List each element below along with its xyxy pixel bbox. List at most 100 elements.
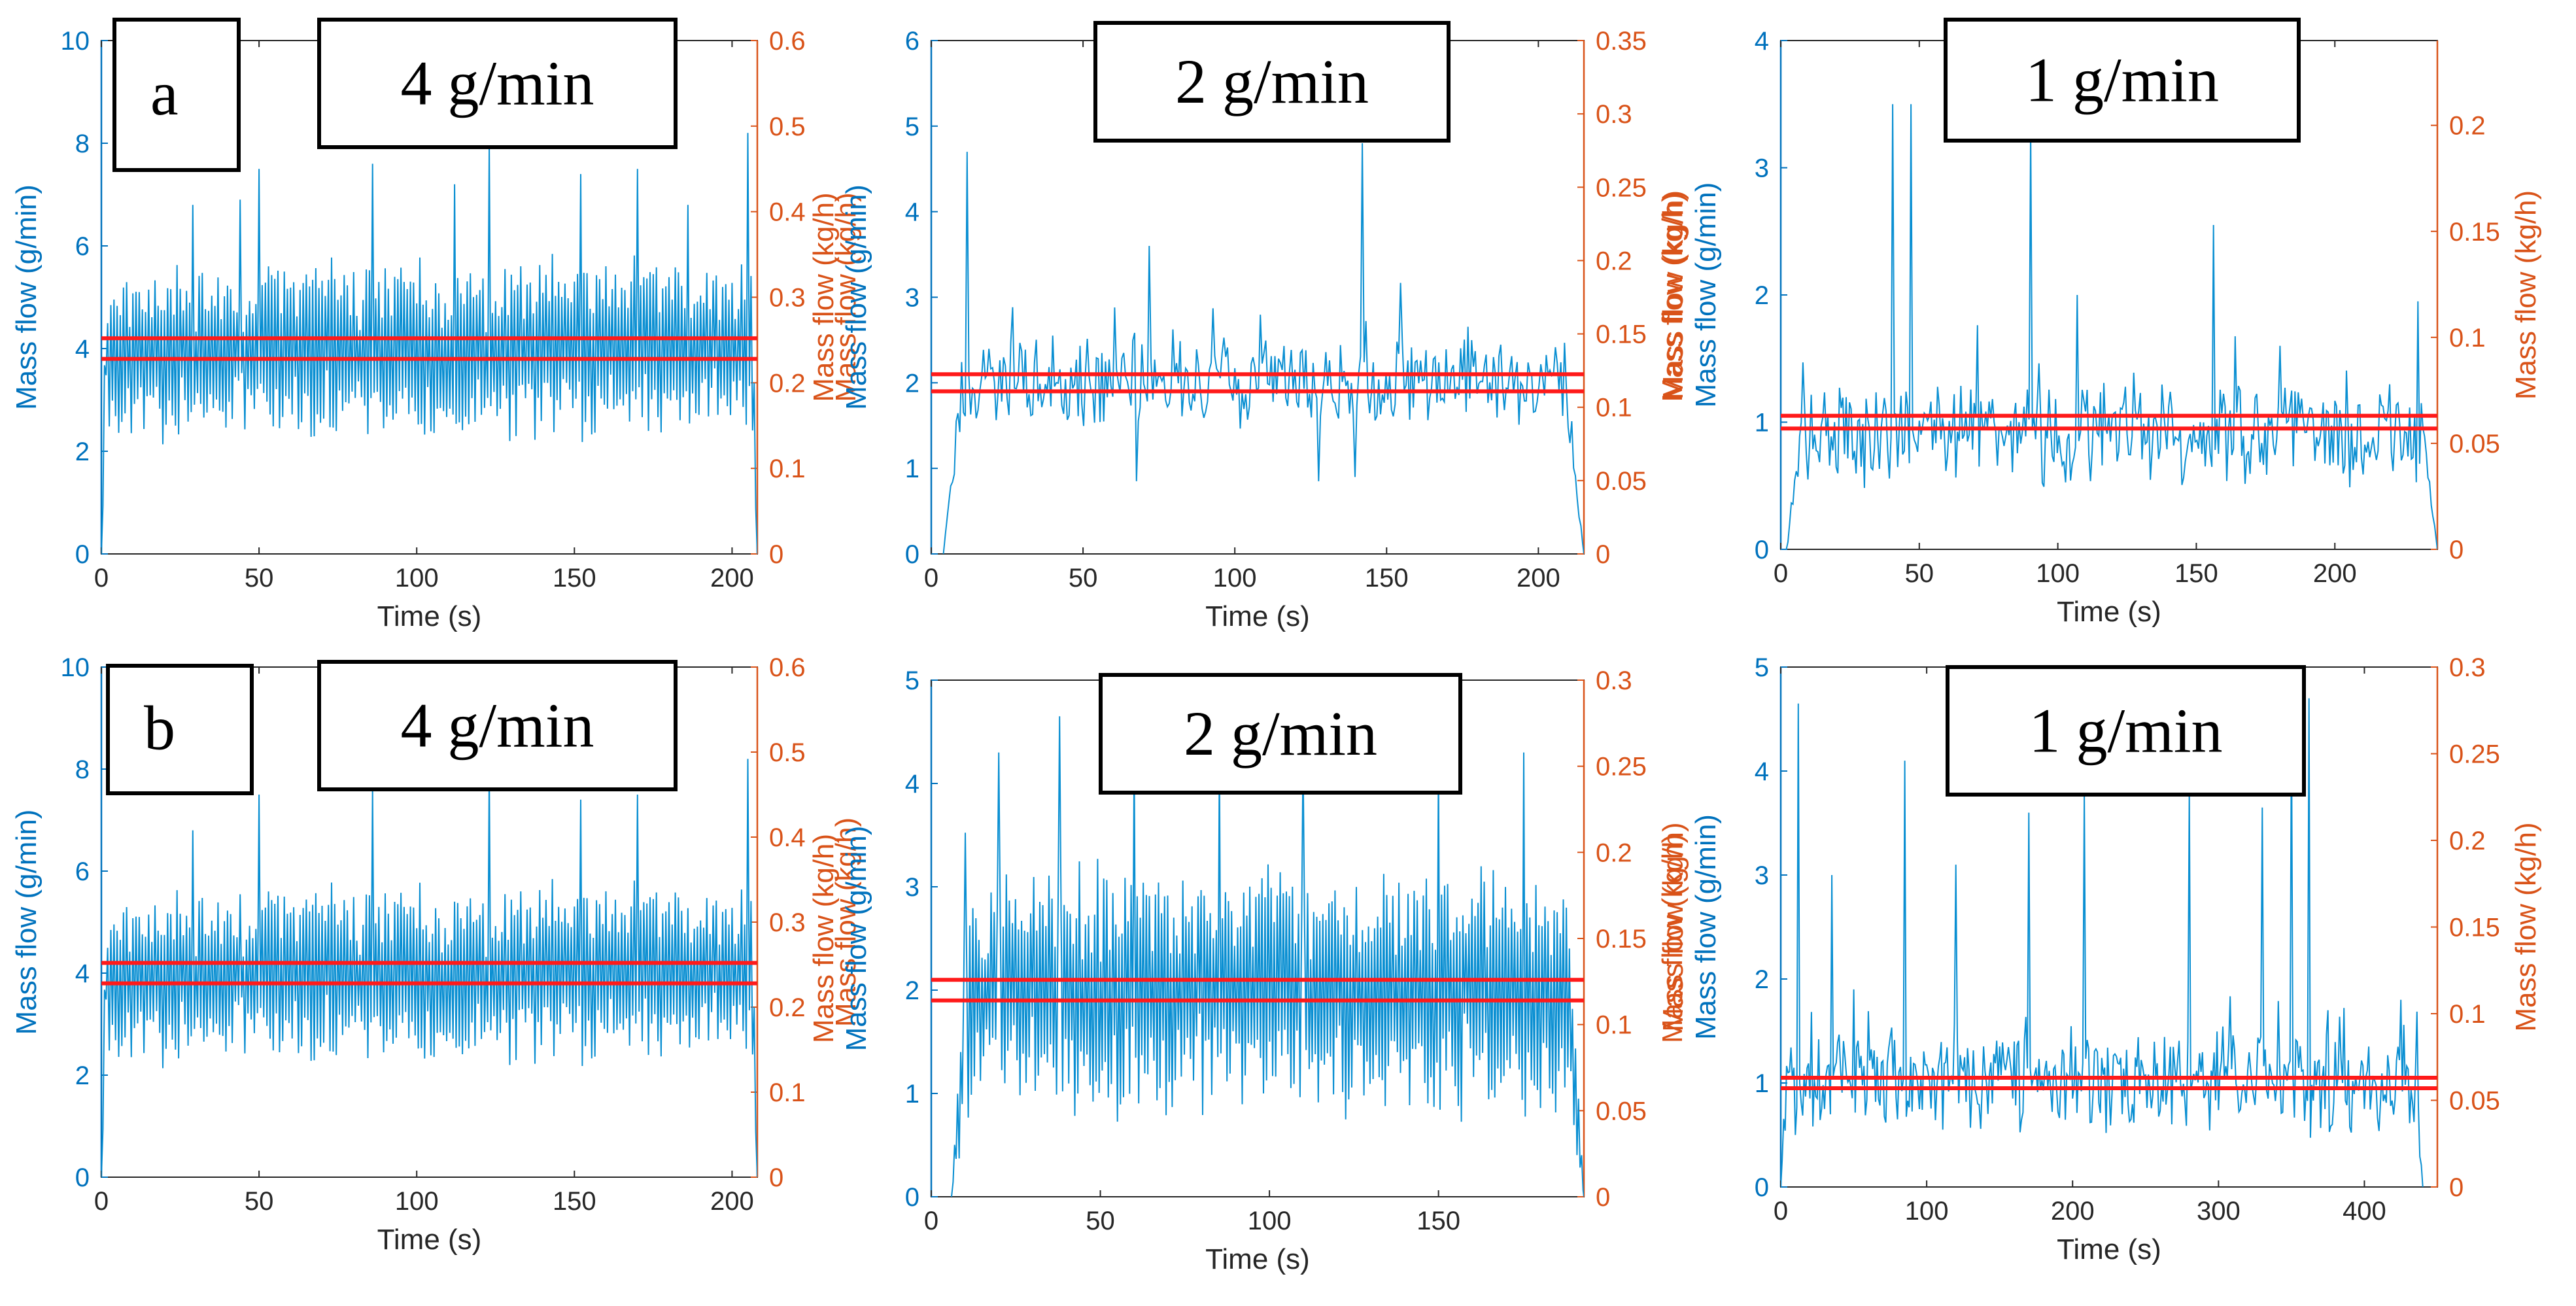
y-left-tick-label: 6 [75,857,90,886]
y-right-axis-label: Mass flow (kg/h) [830,817,862,1027]
mass-flow-series-line [101,759,757,1177]
y-right-axis-label: Mass flow (kg/h) [830,192,862,402]
x-tick-label: 200 [2313,559,2357,588]
y-right-tick-label: 0 [2449,1173,2464,1202]
y-right-tick-label: 0.2 [2449,112,2486,141]
x-tick-label: 150 [1365,564,1409,593]
y-right-tick-label: 0 [1596,1183,1610,1212]
y-right-tick-label: 0 [1596,540,1610,569]
y-left-axis-label: Mass flow (g/min) [840,826,872,1052]
y-right-tick-label: 0.4 [769,198,806,227]
y-left-secondary-label: Mass flow (kg/h) [808,834,840,1043]
y-right-tick-label: 0.6 [769,653,806,682]
y-right-tick-label: 0.4 [769,823,806,852]
chart-panel-6: 0 100 200 300 400 0 1 2 3 4 5 0 0.05 0.1 0.15 0.2 0.25 0.… [1657,653,2542,1265]
chart-panel-2: 0 50 100 150 200 0 1 2 3 4 5 6 0 0.05 0.1 0.15 0.2 0.25 0.… [808,21,1689,632]
y-left-tick-label: 3 [905,873,919,902]
chart-panel-4: 0 50 100 150 200024681000.10.20.30.40.50.6Ti… [10,653,862,1256]
y-right-tick-label: 0.3 [769,908,806,937]
y-left-tick-label: 1 [905,1080,919,1108]
y-left-tick-label: 2 [1755,281,1769,310]
x-tick-label: 150 [2174,559,2218,588]
x-tick-label: 0 [1774,559,1788,588]
y-left-secondary-label: Mass flow (kg/h) [808,192,840,402]
setpoint-label: 4 g/min [400,691,594,761]
y-right-tick-label: 0 [769,1163,783,1192]
x-tick-label: 100 [1213,564,1257,593]
x-tick-label: 300 [2197,1197,2241,1226]
x-tick-label: 50 [245,564,274,593]
panel-label: a [150,58,179,128]
y-right-tick-label: 0.25 [1596,173,1647,202]
mass-flow-series-line [951,716,1584,1197]
x-tick-label: 200 [1517,564,1560,593]
y-right-tick-label: 0.1 [2449,324,2486,352]
y-left-tick-label: 3 [1755,861,1769,890]
x-tick-label: 200 [2051,1197,2095,1226]
x-tick-label: 100 [2036,559,2080,588]
x-tick-label: 200 [710,564,754,593]
y-right-tick-label: 0.35 [1596,27,1647,56]
x-axis-label: Time (s) [377,1224,482,1256]
y-left-tick-label: 4 [75,959,90,988]
y-left-axis-label: Mass flow (g/min) [10,184,43,410]
setpoint-label: 2 g/min [1184,698,1377,768]
x-tick-label: 400 [2343,1197,2386,1226]
y-left-tick-label: 4 [75,335,90,364]
y-left-secondary-label: Mass flow (kg/h) [1657,190,1689,400]
y-left-tick-label: 4 [905,770,919,799]
y-left-tick-label: 1 [905,455,919,483]
y-right-tick-label: 0.2 [1596,247,1632,275]
y-right-axis-label: Mass flow (kg/h) [1657,192,1689,402]
chart-panel-5: 0 50 100 15001234500.050.10.150.20.250.3Tim… [808,666,1689,1275]
y-right-tick-label: 0.5 [769,738,806,767]
y-left-tick-label: 5 [905,666,919,695]
y-left-tick-label: 2 [75,438,90,466]
y-left-tick-label: 4 [905,198,919,227]
y-right-axis-label: Mass flow (kg/h) [2510,190,2542,400]
y-right-tick-label: 0 [769,540,783,569]
chart-panel-3: 0 50 100 150 200 0 1 2 3 4 0 0.05 0.1 0.15 0.2 Time (s)… [1657,18,2542,628]
x-axis-label: Time (s) [2057,596,2161,628]
y-right-tick-label: 0.05 [1596,1097,1647,1126]
y-left-tick-label: 4 [1755,27,1769,56]
y-right-tick-label: 0.15 [1596,925,1647,954]
y-right-tick-label: 0.1 [1596,394,1632,422]
x-tick-label: 0 [94,1187,109,1216]
x-tick-label: 100 [1905,1197,1949,1226]
x-axis-label: Time (s) [1205,1243,1310,1275]
setpoint-box [1946,665,2306,797]
y-left-tick-label: 6 [905,27,919,56]
mass-flow-series-line [101,133,757,554]
y-right-tick-label: 0.3 [1596,100,1632,129]
y-right-tick-label: 0.2 [2449,827,2486,855]
x-tick-label: 0 [94,564,109,593]
y-left-tick-label: 2 [905,976,919,1005]
y-right-tick-label: 0.5 [769,112,806,141]
panel-label-box [112,18,241,172]
y-left-tick-label: 0 [1755,536,1769,564]
y-right-tick-label: 0.05 [2449,430,2500,458]
x-tick-label: 100 [395,564,439,593]
y-left-axis-label: Mass flow (g/min) [1690,182,1722,408]
x-axis-label: Time (s) [2057,1233,2161,1265]
y-right-tick-label: 0.3 [1596,666,1632,695]
y-right-tick-label: 0.15 [2449,218,2500,247]
x-tick-label: 50 [1069,564,1098,593]
x-tick-label: 0 [924,1207,938,1235]
x-tick-label: 100 [395,1187,439,1216]
x-tick-label: 0 [924,564,938,593]
y-left-secondary-label: Mass flow (kg/h) [1657,822,1689,1031]
y-right-tick-label: 0.05 [2449,1087,2500,1116]
chart-panel-1: 0 50 100 150 200024681000.10.20.30.40.50.6Ti… [10,18,862,632]
setpoint-box [1944,18,2301,143]
y-left-tick-label: 0 [1755,1173,1769,1202]
setpoint-box [1099,673,1462,795]
y-right-tick-label: 0.2 [769,993,806,1022]
y-right-axis-label: Mass flow (kg/h) [1657,834,1689,1043]
y-left-tick-label: 3 [905,284,919,313]
y-left-tick-label: 0 [905,1183,919,1212]
y-right-tick-label: 0 [2449,536,2464,564]
